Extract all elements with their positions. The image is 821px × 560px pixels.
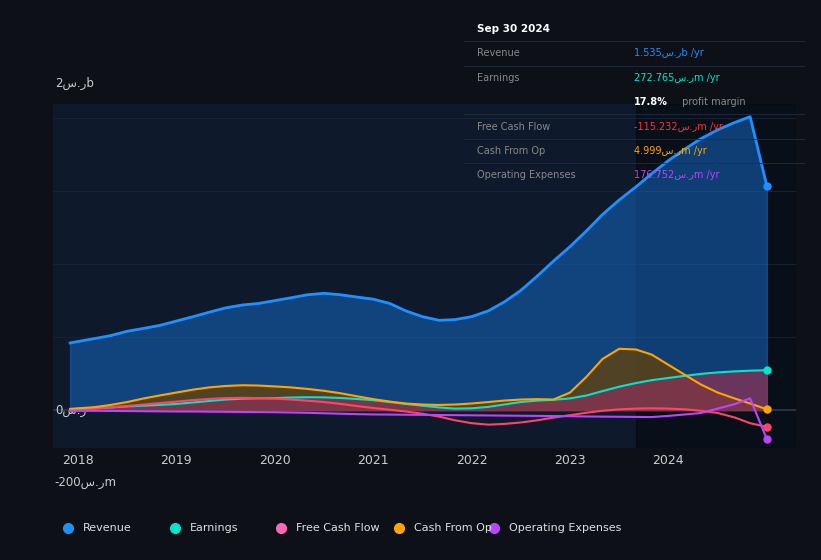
Text: -115.232س.رm /yr: -115.232س.رm /yr xyxy=(635,122,723,132)
Text: Revenue: Revenue xyxy=(83,523,132,533)
Text: Free Cash Flow: Free Cash Flow xyxy=(296,523,379,533)
Text: Cash From Op: Cash From Op xyxy=(478,146,546,156)
Text: 17.8%: 17.8% xyxy=(635,97,668,107)
Text: 2س.رb: 2س.رb xyxy=(55,77,94,90)
Text: Free Cash Flow: Free Cash Flow xyxy=(478,122,551,132)
Text: Earnings: Earnings xyxy=(478,73,520,83)
Text: -200س.رm: -200س.رm xyxy=(55,475,117,488)
Bar xyxy=(636,104,796,448)
Text: Cash From Op: Cash From Op xyxy=(414,523,492,533)
Text: Operating Expenses: Operating Expenses xyxy=(478,170,576,180)
Text: Operating Expenses: Operating Expenses xyxy=(509,523,621,533)
Text: Sep 30 2024: Sep 30 2024 xyxy=(478,24,551,34)
Text: Revenue: Revenue xyxy=(478,48,521,58)
Text: 0س.ر: 0س.ر xyxy=(55,404,86,417)
Text: 4.999س.رm /yr: 4.999س.رm /yr xyxy=(635,146,707,156)
Text: profit margin: profit margin xyxy=(678,97,745,107)
Text: 176.752س.رm /yr: 176.752س.رm /yr xyxy=(635,170,720,180)
Text: 1.535س.رb /yr: 1.535س.رb /yr xyxy=(635,48,704,58)
Text: 272.765س.رm /yr: 272.765س.رm /yr xyxy=(635,73,720,83)
Text: Earnings: Earnings xyxy=(190,523,238,533)
